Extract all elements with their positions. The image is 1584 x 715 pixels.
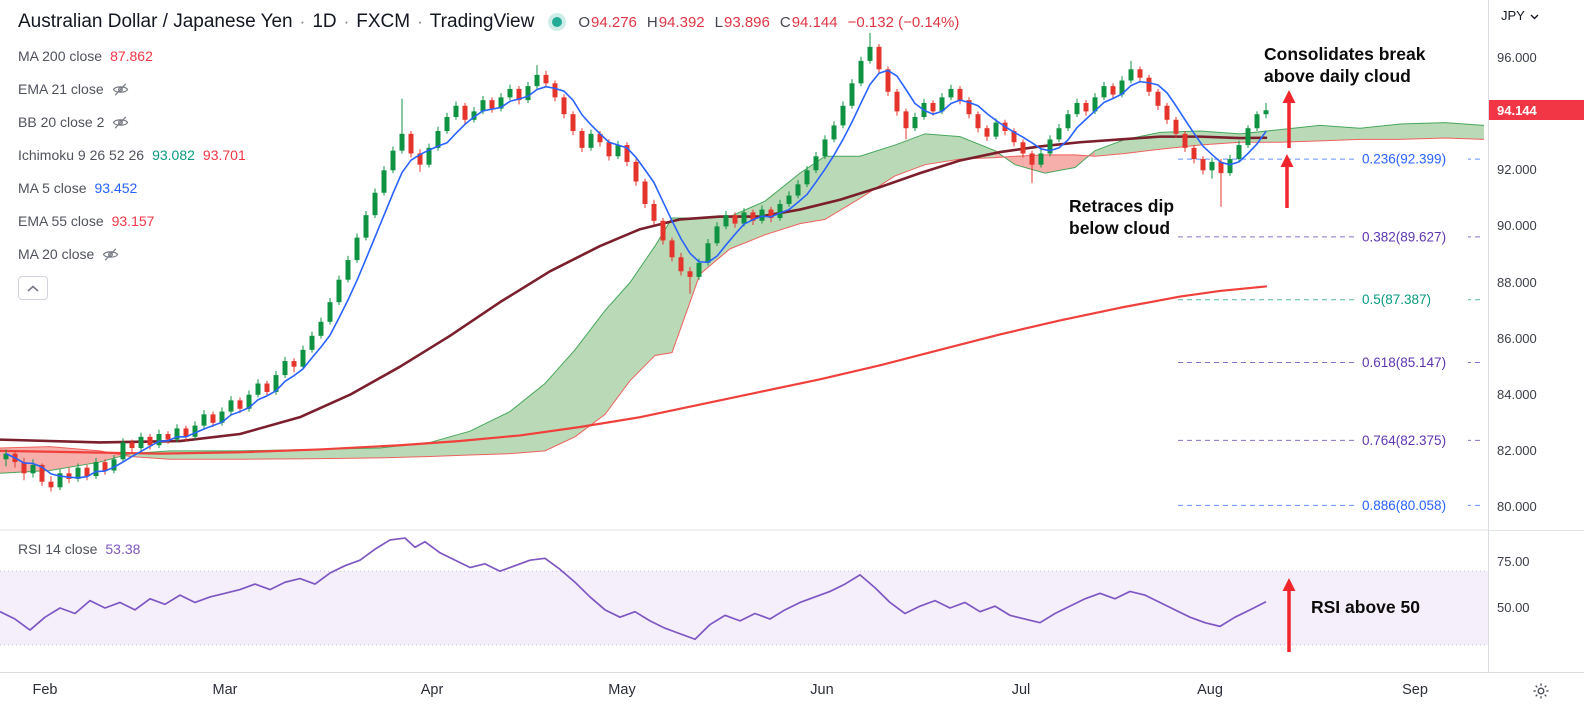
- currency-menu[interactable]: JPY: [1501, 8, 1539, 23]
- fib-level-label: 0.618(85.147): [1362, 355, 1446, 370]
- high-label: H: [646, 13, 658, 31]
- last-price-badge: 94.144: [1489, 100, 1584, 121]
- chart-annotation[interactable]: Consolidates break above daily cloud: [1264, 44, 1426, 86]
- price-axis-label: 86.000: [1497, 330, 1537, 346]
- fib-level-label: 0.5(87.387): [1362, 292, 1431, 307]
- chart-header: Australian Dollar / Japanese Yen · 1D · …: [18, 11, 959, 33]
- indicator-label: MA 5 close: [18, 180, 87, 196]
- fib-level-label: 0.764(82.375): [1362, 433, 1446, 448]
- time-axis[interactable]: Feb Mar Apr May Jun Jul Aug Sep: [0, 672, 1584, 715]
- fib-retracement-drawing[interactable]: 0.236(92.399) 0.382(89.627) 0.5(87.387) 0.6…: [1178, 150, 1484, 515]
- open-value: 94.276: [591, 13, 637, 31]
- time-axis-label-aug: Aug: [1197, 682, 1223, 698]
- price-axis-label: 96.000: [1497, 50, 1537, 66]
- price-axis-label: 84.000: [1497, 386, 1537, 402]
- indicator-label: MA 20 close: [18, 246, 95, 262]
- rsi-axis-label: 50.00: [1497, 599, 1530, 615]
- time-axis-label-sep: Sep: [1402, 682, 1428, 698]
- red-up-arrow-head: [1282, 90, 1296, 103]
- time-axis-label-feb: Feb: [32, 682, 58, 698]
- price-axis-label: 80.000: [1497, 498, 1537, 514]
- indicator-row-ema21[interactable]: EMA 21 close: [18, 78, 246, 100]
- change-value: −0.132 (−0.14%): [847, 13, 960, 31]
- platform-label: TradingView: [429, 11, 535, 32]
- rsi-line: [0, 537, 1267, 641]
- eye-off-icon[interactable]: [112, 81, 129, 98]
- red-up-arrow-head: [1280, 154, 1294, 167]
- indicator-label: EMA 21 close: [18, 81, 104, 97]
- indicator-row-ma5[interactable]: MA 5 close 93.452: [18, 177, 246, 199]
- indicator-value: 93.452: [94, 180, 138, 196]
- close-value: 94.144: [791, 13, 838, 31]
- eye-off-icon[interactable]: [102, 246, 119, 263]
- currency-label: JPY: [1501, 8, 1525, 23]
- price-axis-label: 82.000: [1497, 442, 1537, 458]
- price-axis[interactable]: JPY 96.000 92.000 90.000 88.000 86.000 84.000…: [1488, 0, 1584, 672]
- indicator-row-ichimoku[interactable]: Ichimoku 9 26 52 26 93.082 93.701: [18, 144, 246, 166]
- separator-dot: ·: [299, 12, 306, 31]
- rsi-band: [0, 570, 1488, 646]
- ema55-line: [0, 135, 1268, 444]
- chevron-down-icon: [1530, 8, 1539, 23]
- indicator-row-bb20[interactable]: BB 20 close 2: [18, 111, 246, 133]
- legend-collapse-button[interactable]: [18, 276, 48, 300]
- close-label: C: [779, 13, 791, 31]
- time-axis-label-apr: Apr: [420, 682, 444, 698]
- time-axis-label-jul: Jul: [1011, 682, 1031, 698]
- price-axis-label: 90.000: [1497, 218, 1537, 234]
- low-label: L: [714, 13, 723, 31]
- indicator-legend: MA 200 close 87.862 EMA 21 close BB 20 c…: [18, 45, 246, 300]
- indicator-label: MA 200 close: [18, 48, 103, 64]
- exchange-label: FXCM: [356, 11, 411, 32]
- pane-separator: [1489, 530, 1584, 531]
- indicator-value: 93.701: [202, 147, 246, 163]
- ma200-line: [0, 285, 1268, 455]
- separator-dot: ·: [343, 12, 350, 31]
- separator-dot: ·: [417, 12, 423, 31]
- rsi-axis-label: 75.00: [1497, 554, 1530, 569]
- ma5-line: [5, 69, 1267, 479]
- indicator-row-ma200[interactable]: MA 200 close 87.862: [18, 45, 246, 67]
- time-axis-label-mar: Mar: [212, 682, 238, 698]
- indicator-label: EMA 55 close: [18, 213, 104, 229]
- indicator-value: 87.862: [110, 48, 153, 64]
- chart-annotation[interactable]: Retraces dip below cloud: [1069, 196, 1175, 238]
- open-label: O: [578, 13, 591, 31]
- candlestick-series: [3, 32, 1269, 492]
- indicator-row-ma20[interactable]: MA 20 close: [18, 243, 246, 265]
- indicator-row-ema55[interactable]: EMA 55 close 93.157: [18, 210, 246, 232]
- rsi-indicator-legend[interactable]: RSI 14 close 53.38: [18, 541, 140, 557]
- indicator-value: 93.082: [152, 147, 195, 163]
- interval-label[interactable]: 1D: [312, 11, 337, 32]
- chevron-up-icon: [27, 280, 39, 296]
- fib-level-label: 0.382(89.627): [1362, 229, 1446, 244]
- fib-level-label: 0.236(92.399): [1362, 152, 1446, 167]
- indicator-label: Ichimoku 9 26 52 26: [18, 147, 145, 163]
- chart-annotation[interactable]: RSI above 50: [1311, 597, 1420, 617]
- eye-off-icon[interactable]: [112, 114, 129, 131]
- price-axis-label: 92.000: [1497, 162, 1537, 178]
- fib-level-label: 0.886(80.058): [1362, 498, 1446, 513]
- high-value: 94.392: [658, 13, 705, 31]
- indicator-label: BB 20 close 2: [18, 114, 105, 130]
- trend-arrow-drawings[interactable]: [1280, 90, 1296, 652]
- market-status-icon[interactable]: [552, 17, 563, 27]
- time-axis-label-may: May: [608, 682, 636, 698]
- low-value: 93.896: [723, 13, 770, 31]
- ohlc-readout: O94.276 H94.392 L93.896 C94.144 −0.132 (…: [578, 14, 959, 31]
- red-up-arrow-head: [1282, 578, 1296, 591]
- time-axis-label-jun: Jun: [810, 682, 834, 698]
- rsi-label: RSI 14 close: [18, 541, 98, 557]
- ichimoku-cloud: [0, 122, 1485, 474]
- price-axis-label: 88.000: [1497, 274, 1537, 290]
- rsi-value: 53.38: [105, 541, 141, 557]
- chart-canvas[interactable]: 0.236(92.399) 0.382(89.627) 0.5(87.387) 0.6…: [0, 0, 1488, 672]
- symbol-title[interactable]: Australian Dollar / Japanese Yen: [18, 11, 293, 32]
- indicator-value: 93.157: [111, 213, 155, 229]
- gear-icon[interactable]: [1532, 682, 1550, 704]
